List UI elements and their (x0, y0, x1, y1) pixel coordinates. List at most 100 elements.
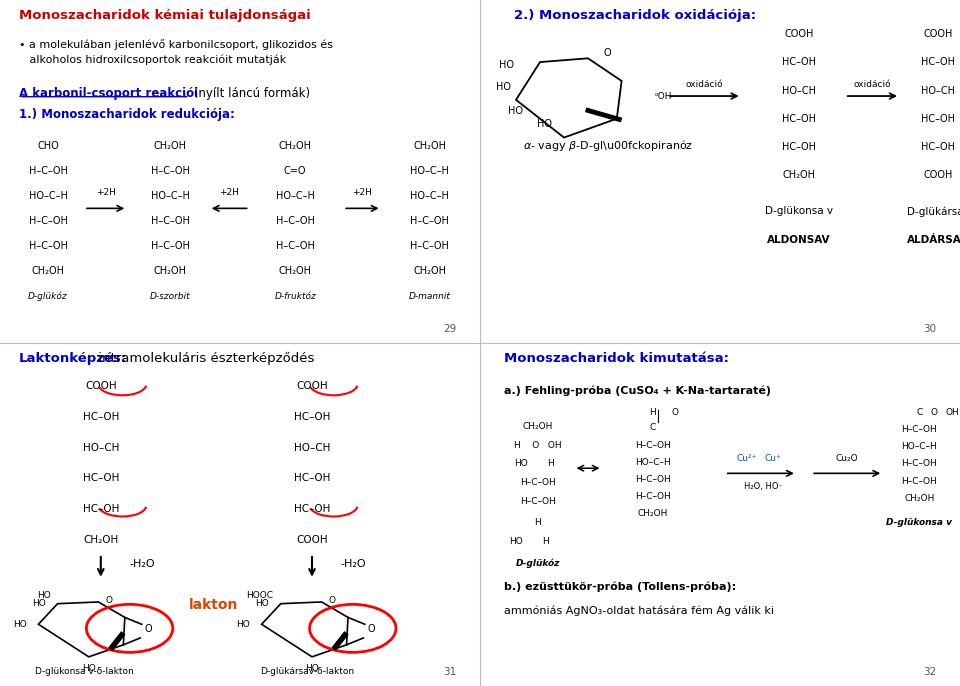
Text: HO: HO (255, 599, 269, 608)
Text: HO: HO (32, 599, 45, 608)
Text: HO–C–H: HO–C–H (29, 191, 67, 201)
Text: HC–OH: HC–OH (294, 412, 330, 422)
Text: HC–OH: HC–OH (83, 473, 119, 484)
Text: C: C (650, 423, 656, 432)
Text: H: H (542, 536, 549, 545)
Text: 2.) Monoszacharidok oxidációja:: 2.) Monoszacharidok oxidációja: (514, 9, 756, 21)
Text: COOH: COOH (924, 170, 953, 180)
Text: HC–OH: HC–OH (294, 504, 330, 514)
Text: Cu⁺: Cu⁺ (764, 454, 781, 463)
Text: CH₂OH: CH₂OH (278, 266, 312, 276)
Text: Laktonképzés:: Laktonképzés: (19, 351, 128, 364)
Text: intramolekuláris észterképződés: intramolekuláris észterképződés (94, 351, 314, 365)
Text: CH₂OH: CH₂OH (782, 170, 816, 180)
Text: H₂O, HO⁻: H₂O, HO⁻ (744, 482, 782, 490)
Text: (nyílt láncú formák): (nyílt láncú formák) (190, 88, 310, 100)
Text: HC–OH: HC–OH (922, 142, 955, 152)
Text: CHO: CHO (37, 141, 59, 151)
Text: HO–C–H: HO–C–H (410, 191, 449, 201)
Text: 32: 32 (923, 667, 936, 678)
Text: HC–OH: HC–OH (922, 58, 955, 67)
Text: H–C–OH: H–C–OH (410, 241, 449, 251)
Text: 29: 29 (443, 324, 456, 335)
Text: HC–OH: HC–OH (83, 504, 119, 514)
Text: D-glükóz: D-glükóz (28, 292, 68, 300)
Text: Monoszacharidok kimutatása:: Monoszacharidok kimutatása: (504, 351, 729, 364)
Text: D-glükonsa v: D-glükonsa v (886, 518, 952, 527)
Text: Cu²⁺: Cu²⁺ (736, 454, 756, 463)
Text: HC–OH: HC–OH (782, 142, 816, 152)
Text: H–C–OH: H–C–OH (29, 241, 67, 251)
Text: CH₂OH: CH₂OH (904, 494, 934, 503)
Text: H–C–OH: H–C–OH (635, 475, 671, 484)
Text: HO–C–H: HO–C–H (276, 191, 315, 201)
Text: H: H (649, 408, 657, 417)
Text: COOH: COOH (784, 29, 814, 39)
Text: HO–C–H: HO–C–H (635, 458, 671, 466)
Text: oxidáció: oxidáció (853, 80, 892, 89)
Text: 31: 31 (443, 667, 456, 678)
Text: H–C–OH: H–C–OH (635, 440, 671, 449)
Text: HO: HO (36, 591, 50, 600)
Text: +2H: +2H (352, 189, 372, 198)
Text: H–C–OH: H–C–OH (901, 460, 937, 469)
Text: D-glükonsa v: D-glükonsa v (765, 206, 833, 217)
Text: CH₂OH: CH₂OH (154, 266, 187, 276)
Text: +2H: +2H (96, 189, 115, 198)
Text: lakton: lakton (189, 598, 238, 613)
Text: HO: HO (82, 664, 96, 673)
Text: COOH: COOH (85, 381, 116, 391)
Text: D-glükársav: D-glükársav (907, 206, 960, 217)
Text: CH₂OH: CH₂OH (84, 535, 118, 545)
Text: D-mannit: D-mannit (409, 292, 450, 300)
Text: H–C–OH: H–C–OH (410, 216, 449, 226)
Text: CH₂OH: CH₂OH (637, 509, 668, 518)
Text: C: C (916, 408, 923, 417)
Text: HO–CH: HO–CH (83, 442, 119, 453)
Text: H–C–OH: H–C–OH (276, 216, 315, 226)
Text: HO–CH: HO–CH (782, 86, 816, 95)
Text: O: O (672, 408, 679, 417)
Text: HO: HO (537, 119, 552, 129)
Text: H–C–OH: H–C–OH (519, 497, 556, 506)
Text: O: O (368, 624, 374, 635)
Text: C=O: C=O (284, 166, 306, 176)
Text: -H₂O: -H₂O (130, 558, 156, 569)
Text: D-glükársav-δ-lakton: D-glükársav-δ-lakton (260, 667, 354, 676)
Text: CH₂OH: CH₂OH (522, 422, 553, 431)
Text: O: O (328, 596, 336, 606)
Text: b.) ezüsttükör-próba (Tollens-próba):: b.) ezüsttükör-próba (Tollens-próba): (504, 582, 736, 592)
Text: -H₂O: -H₂O (341, 558, 367, 569)
Text: O: O (106, 596, 112, 606)
Text: O: O (604, 48, 611, 58)
Text: HO–C–H: HO–C–H (410, 166, 449, 176)
Text: D-glükonsa v-δ-lakton: D-glükonsa v-δ-lakton (35, 667, 133, 676)
Text: COOH: COOH (297, 535, 327, 545)
Text: O: O (144, 624, 152, 635)
Text: H–C–OH: H–C–OH (901, 477, 937, 486)
Text: HO–C–H: HO–C–H (151, 191, 190, 201)
Text: 30: 30 (923, 324, 936, 335)
Text: HO–C–H: HO–C–H (901, 442, 937, 451)
Text: H–C–OH: H–C–OH (901, 425, 937, 434)
Text: H–C–OH: H–C–OH (151, 241, 190, 251)
Text: H    O   OH: H O OH (514, 440, 562, 449)
Text: H–C–OH: H–C–OH (151, 166, 190, 176)
Text: 1.) Monoszacharidok redukciója:: 1.) Monoszacharidok redukciója: (19, 108, 235, 121)
Text: HO–CH: HO–CH (294, 442, 330, 453)
Text: HC–OH: HC–OH (294, 473, 330, 484)
Text: A karbonil-csoport reakciói: A karbonil-csoport reakciói (19, 88, 199, 100)
Text: CH₂OH: CH₂OH (413, 266, 446, 276)
Text: CH₂OH: CH₂OH (154, 141, 187, 151)
Text: a.) Fehling-próba (CuSO₄ + K-Na-tartaraté): a.) Fehling-próba (CuSO₄ + K-Na-tartarat… (504, 386, 771, 397)
Text: HO: HO (498, 60, 514, 70)
Text: HO: HO (12, 619, 26, 629)
Text: HC–OH: HC–OH (782, 58, 816, 67)
Text: HO: HO (496, 82, 511, 93)
Text: CH₂OH: CH₂OH (278, 141, 312, 151)
Text: COOH: COOH (297, 381, 327, 391)
Text: H: H (547, 460, 554, 469)
Text: $\alpha$- vagy $\beta$-D-gl\u00fckopiranóz: $\alpha$- vagy $\beta$-D-gl\u00fckopiran… (523, 139, 693, 153)
Text: O: O (930, 408, 937, 417)
Text: HO–CH: HO–CH (922, 86, 955, 95)
